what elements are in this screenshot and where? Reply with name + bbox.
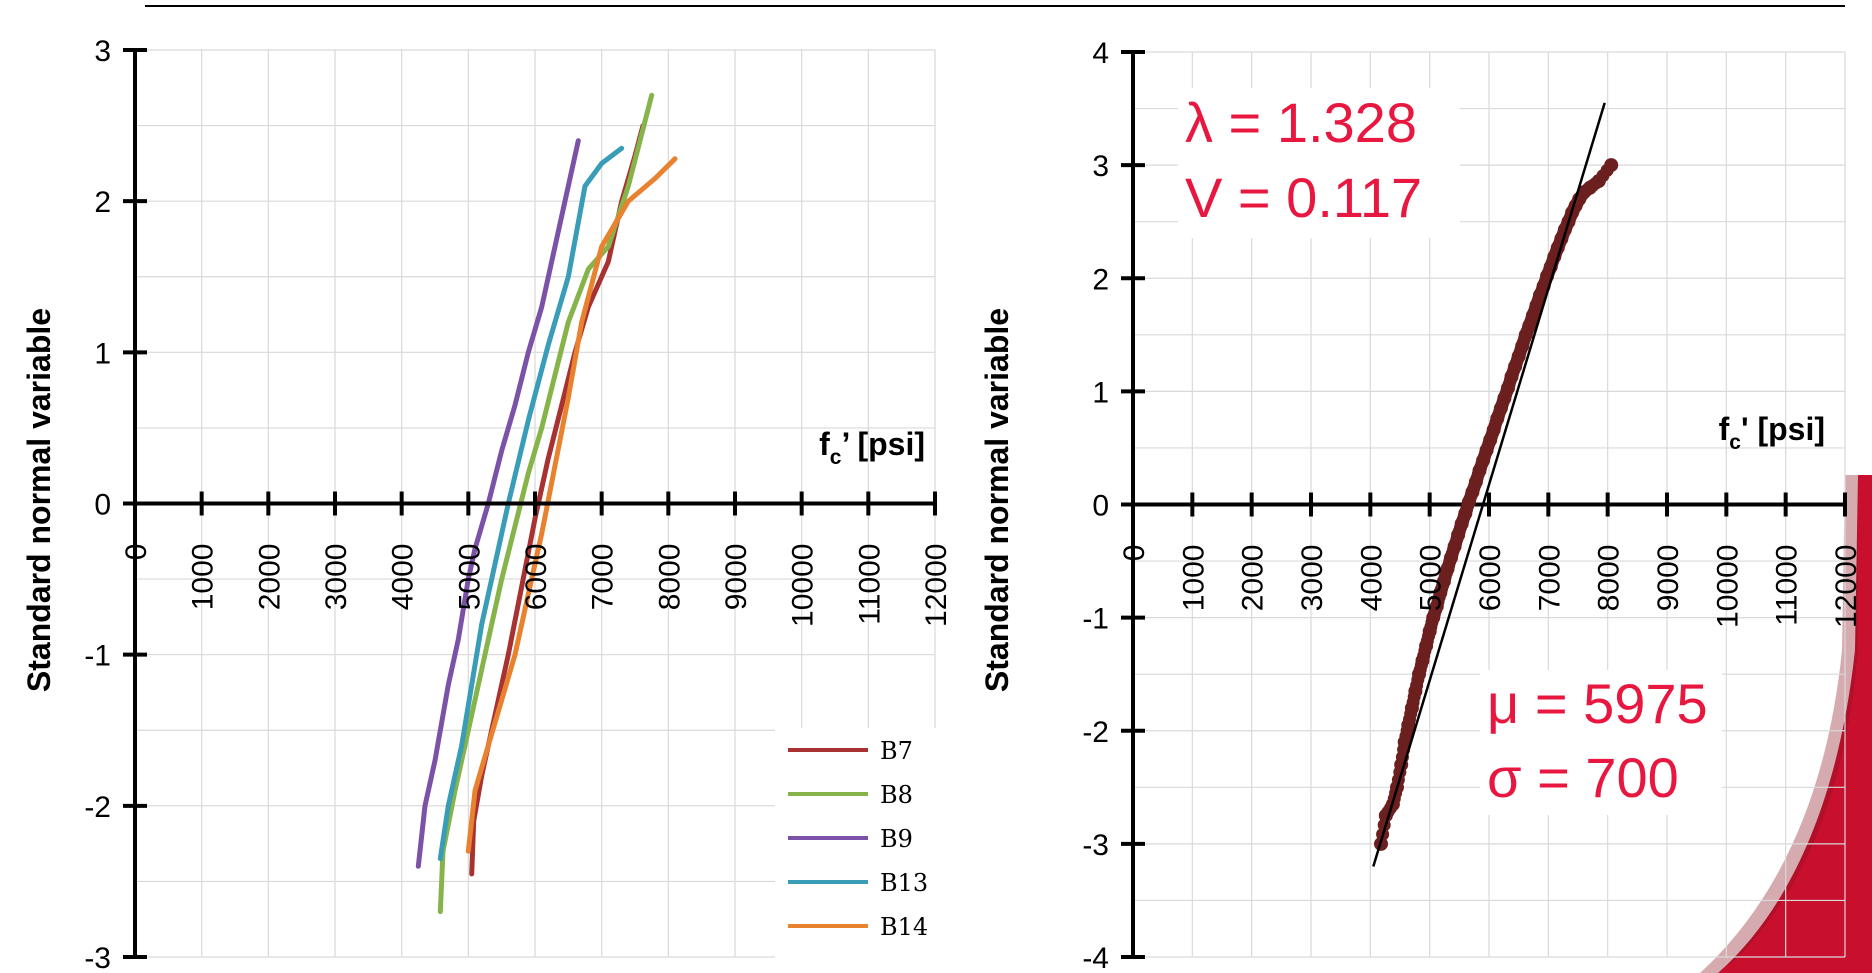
legend-background [775, 728, 943, 958]
left-x-axis-title: fc’ [psi] [819, 426, 925, 469]
right-axes [1121, 50, 1847, 959]
x-tick-label: 9000 [1652, 545, 1685, 612]
right-x-tick-labels: 0 1000 2000 3000 4000 5000 6000 7000 8000 9000 100… [1118, 545, 1863, 628]
left-y-axis-title: Standard normal variable [21, 308, 57, 692]
data-point-dense [1407, 690, 1421, 704]
x-tick-label: 6000 [520, 544, 553, 611]
x-tick-label: 9000 [720, 544, 753, 611]
data-point-dense [1418, 644, 1432, 658]
legend-label-b9: B9 [880, 825, 913, 853]
x-tick-label: 7000 [587, 544, 620, 611]
x-tick-label: 5000 [1415, 545, 1448, 612]
x-tick-label: 4000 [1355, 545, 1388, 612]
y-tick-label: 3 [94, 35, 111, 68]
chart-right: 0 1000 2000 3000 4000 5000 6000 7000 8000 9000 100… [979, 37, 1863, 973]
x-tick-label: 11000 [1771, 545, 1804, 626]
x-tick-label: 2000 [253, 544, 286, 611]
x-tick-label: 12000 [920, 544, 953, 627]
legend: B7 B8 B9 B13 B14 [775, 728, 943, 958]
x-tick-label: 0 [120, 544, 153, 561]
right-fit-line [1372, 102, 1606, 867]
corner-decoration-shadow [1700, 475, 1858, 973]
y-tick-label: 0 [94, 489, 111, 522]
x-tick-label: 10000 [787, 544, 820, 627]
stddev-annotation: σ = 700 [1487, 746, 1679, 809]
x-tick-label: 11000 [853, 544, 886, 625]
legend-label-b13: B13 [880, 869, 928, 897]
series-line-b14 [465, 156, 678, 854]
y-tick-label: -3 [84, 942, 111, 973]
y-tick-label: -3 [1082, 829, 1109, 862]
data-point-dense [1404, 707, 1418, 721]
data-point-dense [1600, 163, 1614, 177]
y-tick-label: -1 [1082, 603, 1109, 636]
x-tick-label: 8000 [653, 544, 686, 611]
x-tick-label: 1000 [187, 544, 220, 611]
corner-decoration [1718, 475, 1872, 973]
y-tick-label: -1 [84, 640, 111, 673]
data-point-dense [1400, 724, 1414, 738]
x-tick-label: 0 [1118, 545, 1151, 562]
annotation-box-top-bg [1178, 88, 1460, 238]
left-y-tick-labels: -3 -2 -1 0 1 2 3 [84, 35, 111, 973]
chart-left: 0 1000 2000 3000 4000 5000 6000 7000 8000 9000 100… [21, 35, 953, 973]
x-tick-label: 5000 [453, 544, 486, 611]
right-x-axis-title: fc' [psi] [1719, 411, 1825, 454]
y-tick-label: 3 [1092, 150, 1109, 183]
x-tick-label: 1000 [1177, 545, 1210, 612]
x-tick-label: 3000 [1296, 545, 1329, 612]
x-tick-label: 8000 [1593, 545, 1626, 612]
x-tick-label: 2000 [1237, 545, 1270, 612]
legend-label-b8: B8 [880, 781, 913, 809]
y-tick-label: 1 [1092, 376, 1109, 409]
left-axes [123, 48, 937, 959]
x-tick-label: 12000 [1830, 545, 1863, 628]
x-tick-label: 7000 [1533, 545, 1566, 612]
left-x-tick-labels: 0 1000 2000 3000 4000 5000 6000 7000 8000 9000 100… [120, 544, 953, 627]
y-tick-label: -2 [84, 791, 111, 824]
x-tick-label: 4000 [387, 544, 420, 611]
legend-label-b7: B7 [880, 737, 913, 765]
right-y-tick-labels: -4 -3 -2 -1 0 1 2 3 4 [1082, 37, 1109, 973]
right-y-axis-title: Standard normal variable [979, 308, 1015, 692]
x-tick-label: 3000 [320, 544, 353, 611]
data-point-dense [1411, 673, 1425, 687]
mean-annotation: μ = 5975 [1487, 672, 1708, 735]
y-tick-label: -4 [1082, 942, 1109, 973]
annotation-box-bottom-bg [1480, 670, 1722, 815]
y-tick-label: 2 [94, 186, 111, 219]
legend-label-b14: B14 [880, 913, 928, 941]
cov-annotation: V = 0.117 [1185, 166, 1422, 229]
y-tick-label: 4 [1092, 37, 1109, 70]
y-tick-label: 2 [1092, 263, 1109, 296]
x-tick-label: 6000 [1474, 545, 1507, 612]
x-tick-label: 10000 [1711, 545, 1744, 628]
y-tick-label: -2 [1082, 716, 1109, 749]
y-tick-label: 1 [94, 337, 111, 370]
y-tick-label: 0 [1092, 490, 1109, 523]
lambda-annotation: λ = 1.328 [1185, 91, 1417, 154]
right-points-group [1374, 158, 1619, 851]
